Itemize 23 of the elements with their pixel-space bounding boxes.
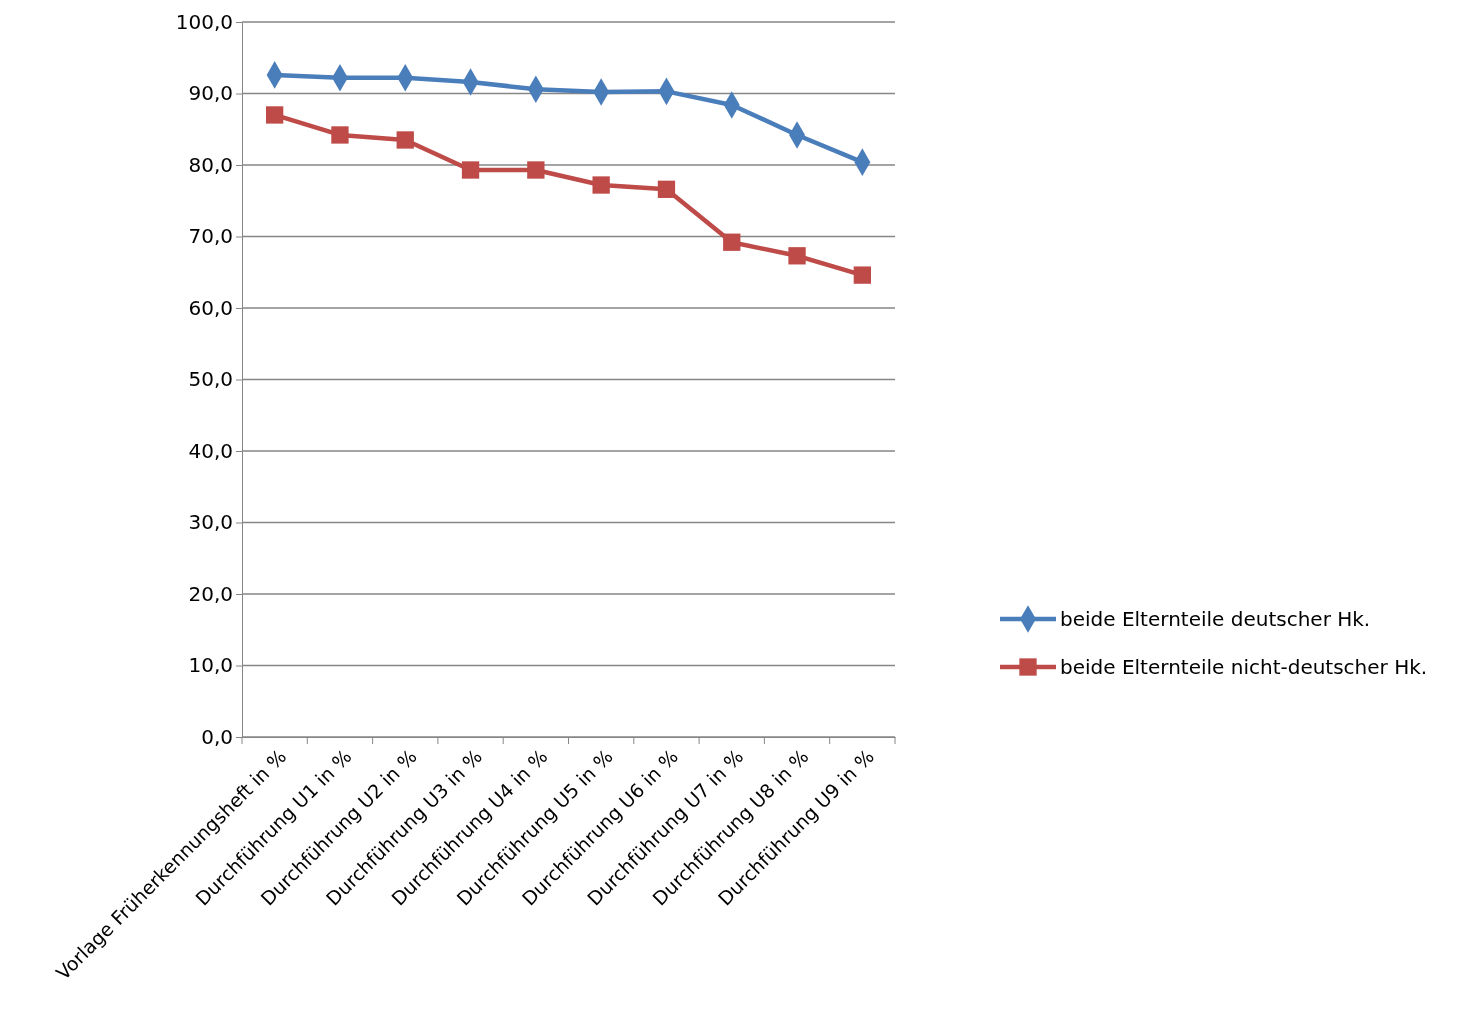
point xyxy=(265,106,284,124)
point xyxy=(592,176,610,194)
y-tick-label: 30,0 xyxy=(188,510,233,535)
y-tick-label: 0,0 xyxy=(201,724,233,749)
point xyxy=(461,161,480,179)
y-tick-label: 10,0 xyxy=(188,653,233,678)
legend-label: beide Elternteile nicht-deutscher Hk. xyxy=(1060,655,1428,679)
legend-label: beide Elternteile deutscher Hk. xyxy=(1060,607,1371,631)
point xyxy=(527,161,545,179)
y-tick-label: 100,0 xyxy=(175,9,233,34)
point xyxy=(657,180,676,198)
y-tick-label: 50,0 xyxy=(188,367,233,392)
point xyxy=(788,247,806,265)
point xyxy=(396,131,414,149)
y-tick-label: 60,0 xyxy=(188,295,233,320)
y-tick-label: 90,0 xyxy=(188,81,233,106)
point xyxy=(331,126,349,144)
y-tick-label: 40,0 xyxy=(188,438,233,463)
y-tick-label: 20,0 xyxy=(188,581,233,606)
point xyxy=(853,266,872,284)
y-tick-label: 80,0 xyxy=(188,152,233,177)
point xyxy=(723,233,741,251)
y-tick-label: 70,0 xyxy=(188,224,233,249)
